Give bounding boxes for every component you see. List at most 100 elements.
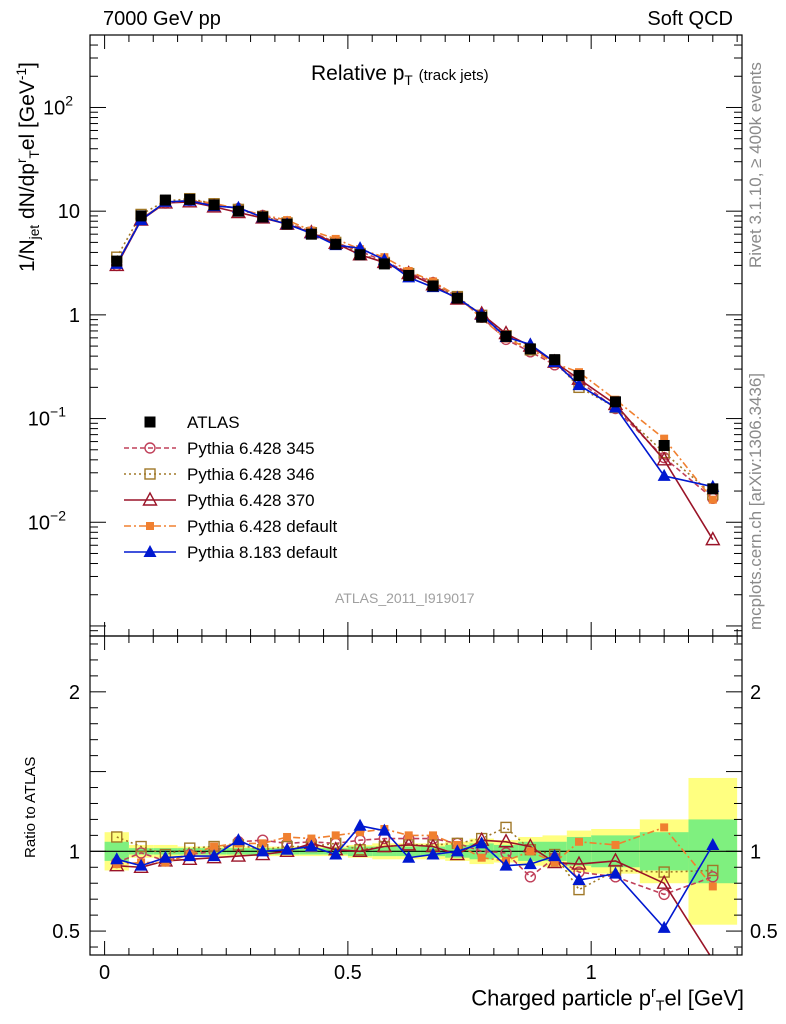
legend-label-p8def: Pythia 8.183 default (187, 543, 338, 562)
main-point-p6def (660, 434, 669, 443)
ratio-point-p8def (353, 818, 367, 831)
ratio-point-p346 (573, 883, 585, 896)
y-label-sup-unit: -1 (14, 67, 29, 81)
ratio-point-p8def (158, 850, 172, 863)
y-tick-label-main: 10 (58, 201, 80, 223)
ratio-point-p346 (500, 821, 512, 834)
main-line-p6def (116, 199, 714, 501)
ratio-point-p8def (523, 857, 537, 870)
main-series-atlas (111, 193, 719, 495)
ratio-point-p370 (230, 847, 247, 862)
y-tick-label-main: 10−2 (28, 507, 66, 534)
y-label-part-a: 1/N (16, 239, 39, 272)
ratio-point-p370 (571, 855, 587, 870)
y-tick-label-ratio: 0.5 (52, 921, 80, 943)
ratio-point-p8def (110, 852, 124, 865)
ratio-point-p346 (707, 864, 719, 877)
main-point-atlas (330, 238, 342, 250)
main-point-atlas (707, 483, 719, 495)
ratio-point-p8def (450, 844, 464, 857)
main-point-atlas (378, 258, 390, 270)
ratio-point-p370 (401, 836, 417, 851)
ratio-point-p8def (280, 842, 294, 855)
analysis-id: ATLAS_2011_I919017 (335, 590, 475, 606)
ratio-point-p6def (526, 847, 535, 856)
y-tick-label-exponent: −2 (50, 507, 66, 523)
main-point-atlas (232, 205, 244, 217)
ratio-point-p8def (329, 847, 343, 860)
ratio-point-p6def (575, 837, 583, 846)
main-point-atlas (305, 228, 317, 240)
main-point-atlas (281, 218, 293, 230)
y-tick-label-ratio-right: 2 (750, 682, 761, 704)
ratio-point-p8def (572, 873, 586, 886)
plot-title-main: Relative p (311, 62, 405, 85)
main-point-atlas (451, 292, 463, 304)
ratio-series-group (109, 818, 720, 955)
axes-layer: 0 0.5 1 10−2 10−1 1 10 102 0.5 0.5 1 1 2 2 (28, 34, 778, 984)
y-tick-label-main: 1 (69, 305, 80, 327)
ratio-point-p6def (331, 831, 340, 840)
main-point-atlas (135, 210, 147, 222)
y-tick-label-ratio-right: 0.5 (750, 921, 778, 943)
legend-label-p370: Pythia 6.428 370 (187, 491, 315, 510)
main-point-p370 (705, 531, 721, 546)
ratio-point-p8def (706, 837, 720, 850)
main-point-atlas (354, 249, 366, 261)
header-right: Soft QCD (647, 8, 733, 30)
ratio-point-p370 (498, 833, 514, 848)
ratio-point-p6def (477, 853, 486, 862)
ratio-point-p370 (352, 842, 368, 858)
ratio-point-p6def (404, 831, 413, 840)
ratio-line-p346 (116, 826, 713, 891)
ratio-series-p8def (110, 818, 720, 933)
ratio-point-p8def (207, 849, 221, 862)
ratio-frame (89, 635, 743, 956)
y-label-sub-jet: jet (27, 224, 43, 240)
ratio-point-p6def (307, 834, 316, 843)
ratio-point-p345 (524, 871, 537, 883)
ratio-point-p8def (499, 858, 513, 871)
legend-label-p346: Pythia 6.428 346 (187, 465, 315, 484)
y-label-part-b: dN/dp (16, 163, 39, 225)
y-tick-label-exponent: −1 (50, 404, 66, 420)
ratio-point-p8def (475, 836, 489, 849)
ratio-point-p8def (134, 858, 148, 871)
x-label-part-b: el [GeV] (664, 985, 744, 1011)
main-point-atlas (208, 199, 220, 211)
y-tick-label-ratio: 2 (69, 682, 80, 704)
y-tick-label-ratio-right: 1 (750, 841, 761, 863)
ratio-point-p8def (402, 850, 416, 863)
main-point-atlas (524, 343, 536, 355)
y-tick-label-main: 10−1 (28, 404, 66, 431)
main-point-p8def (572, 378, 586, 391)
ratio-point-p346 (111, 831, 123, 843)
ratio-point-p6def (550, 858, 559, 867)
x-tick-label: 0 (99, 962, 110, 984)
legend-marker-p346 (144, 468, 156, 480)
ratio-point-p8def (377, 823, 391, 836)
y-tick-label-exponent: 2 (65, 92, 73, 108)
ratio-point-p345 (707, 871, 719, 883)
plot-title-sub: T (404, 73, 413, 89)
ratio-point-p8def (256, 844, 270, 857)
series-layer (109, 192, 721, 955)
y-axis-label-main: 1/Njet dN/dprTel [GeV-1] (14, 62, 42, 272)
ratio-point-p370 (607, 852, 624, 867)
ratio-point-p8def (657, 920, 671, 933)
ratio-point-p370 (376, 838, 393, 853)
main-point-atlas (403, 269, 415, 281)
main-point-atlas (549, 354, 561, 366)
x-tick-label: 0.5 (334, 962, 362, 984)
main-line-p370 (116, 201, 714, 541)
main-point-atlas (476, 311, 488, 323)
legend-marker-p345 (144, 442, 156, 454)
mcplots-label: mcplots.cern.ch [arXiv:1306.3436] (746, 372, 765, 630)
rivet-label: Rivet 3.1.10, ≥ 400k events (746, 62, 765, 268)
ratio-point-p8def (548, 849, 562, 862)
x-label-sub-t: T (655, 998, 665, 1015)
y-label-sub-t: T (27, 150, 43, 159)
x-tick-label: 1 (586, 962, 597, 984)
ratio-point-p6def (283, 832, 292, 841)
